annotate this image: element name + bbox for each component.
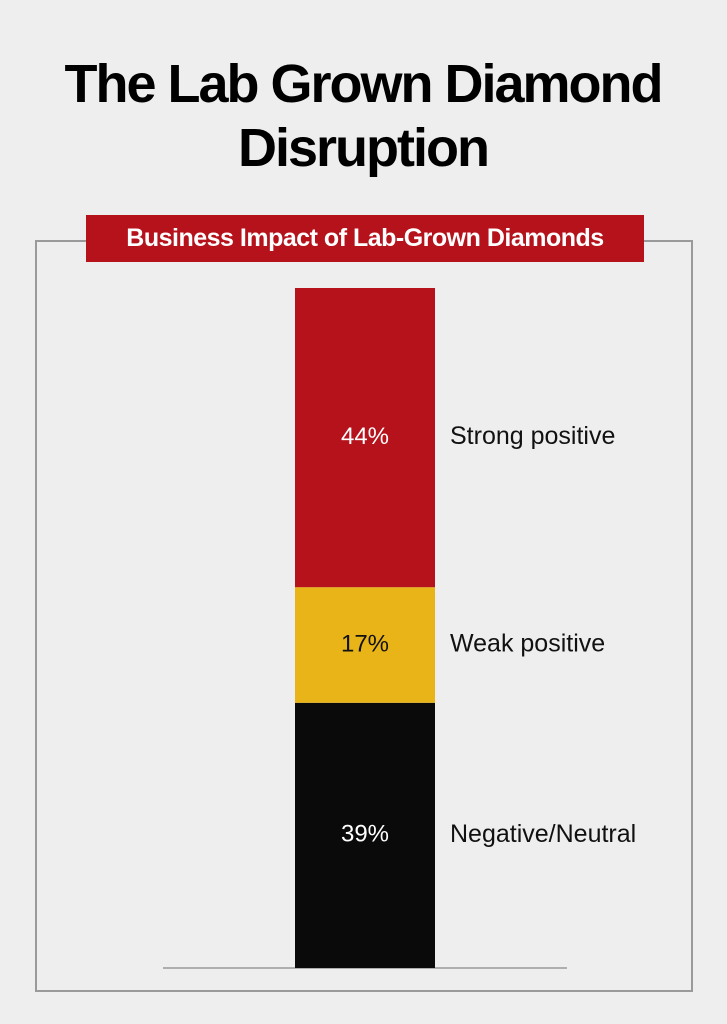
value-label: 44% (341, 423, 389, 450)
bar-segment (295, 288, 435, 588)
chart-subtitle: Business Impact of Lab-Grown Diamonds (86, 215, 644, 262)
value-label: 17% (341, 630, 389, 657)
bar-segment (295, 702, 435, 968)
legend-label: Weak positive (450, 630, 605, 658)
bar-segment (295, 587, 435, 703)
value-label: 39% (341, 821, 389, 848)
legend-label: Strong positive (450, 422, 615, 450)
chart-title: The Lab Grown Diamond Disruption (64, 54, 663, 178)
legend-label: Negative/Neutral (450, 820, 636, 848)
